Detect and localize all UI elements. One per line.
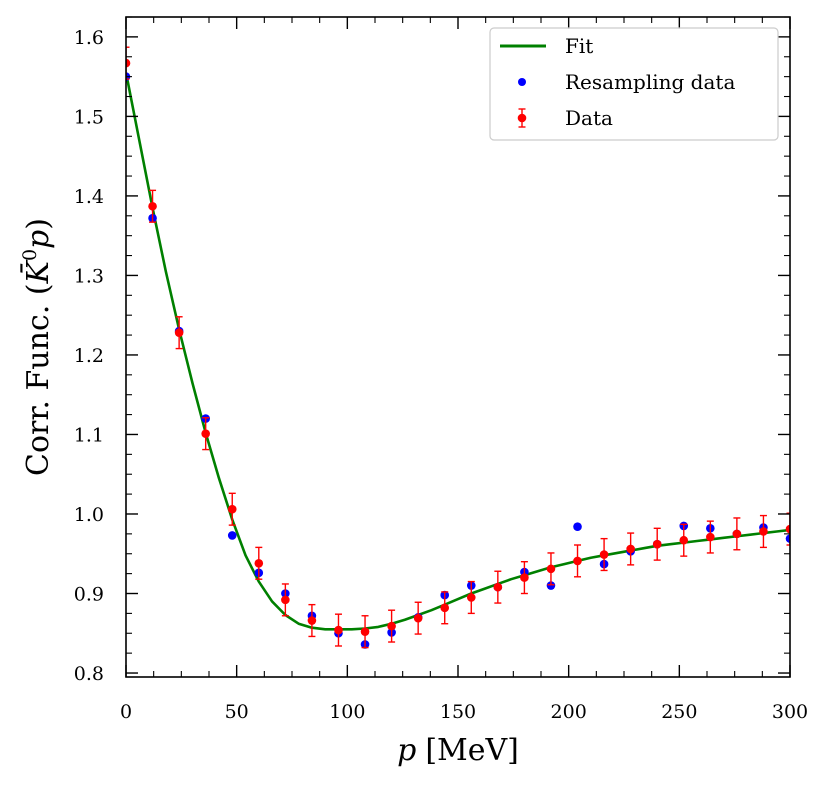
plot-marks (126, 46, 790, 649)
y-axis-superscript: 0 (19, 249, 41, 261)
data-point (679, 535, 689, 545)
legend-data-swatch (517, 108, 527, 128)
data-point (626, 544, 635, 554)
plot-area (126, 46, 790, 649)
data-point (307, 616, 317, 625)
x-tick-label: 250 (661, 701, 697, 723)
data-point (652, 539, 662, 549)
data-point (174, 328, 184, 337)
data-point (126, 58, 131, 68)
data-point (201, 429, 210, 438)
legend-resampling-label: Resampling data (565, 70, 735, 94)
data-point (759, 527, 768, 536)
data-point (520, 573, 529, 582)
x-axis-variable: p (397, 733, 416, 768)
data-point (387, 621, 396, 631)
data-point (334, 625, 343, 635)
x-tick-label: 100 (329, 701, 365, 723)
y-tick-label: 1.5 (74, 106, 104, 128)
data-point (493, 582, 503, 592)
data-point (360, 627, 370, 636)
data-point (546, 564, 556, 574)
y-tick-label: 1.6 (74, 27, 104, 49)
y-axis-suffix: ) (21, 218, 56, 230)
x-tick-label: 200 (551, 701, 587, 723)
resampling-point (227, 531, 237, 540)
y-tick-label: 1.4 (74, 186, 104, 208)
legend-box (489, 27, 779, 141)
tick-labels: 0 50 100 150 200 250 300 0.8 0.9 1.0 1.1 1.2 1.3 1.4 1… (74, 27, 808, 723)
y-tick-label: 0.8 (74, 663, 104, 685)
x-tick-label: 300 (772, 701, 808, 723)
legend-data-label: Data (565, 106, 613, 130)
x-axis-title: p [MeV] (397, 733, 519, 768)
legend-resampling-swatch (518, 78, 526, 86)
x-tick-label: 150 (440, 701, 476, 723)
y-axis-variable: p (21, 230, 56, 249)
data-point (706, 532, 715, 542)
data-point (227, 504, 237, 514)
data-point (785, 524, 790, 534)
legend-data-dot (517, 113, 527, 123)
data-point (440, 603, 450, 613)
y-axis-symbol: K̄ (20, 259, 56, 284)
y-tick-label: 1.1 (74, 424, 104, 446)
data-point (254, 558, 264, 568)
y-tick-label: 0.9 (74, 584, 104, 606)
data-point (281, 595, 290, 605)
axis-ticks (125, 16, 791, 677)
x-tick-label: 50 (225, 701, 249, 723)
data-point (466, 593, 476, 602)
x-tick-label: 0 (120, 701, 132, 723)
resampling-point (573, 522, 582, 532)
fit-line (126, 72, 790, 631)
x-axis-unit: [MeV] (425, 733, 519, 768)
resampling-point (785, 534, 790, 543)
data-point (413, 613, 423, 623)
legend-fit-label: Fit (565, 34, 593, 58)
y-tick-label: 1.3 (74, 265, 104, 287)
y-tick-label: 1.2 (74, 345, 104, 367)
y-axis-title: Corr. Func. (K̄0p) (19, 218, 56, 476)
y-axis-prefix: Corr. Func. ( (21, 283, 56, 476)
resampling-point (546, 581, 556, 590)
data-point (148, 201, 157, 211)
data-point (573, 556, 582, 566)
data-point (599, 550, 609, 559)
legend: Fit Resampling data Data (489, 27, 779, 141)
y-tick-label: 1.0 (74, 504, 104, 526)
data-point (732, 529, 742, 539)
